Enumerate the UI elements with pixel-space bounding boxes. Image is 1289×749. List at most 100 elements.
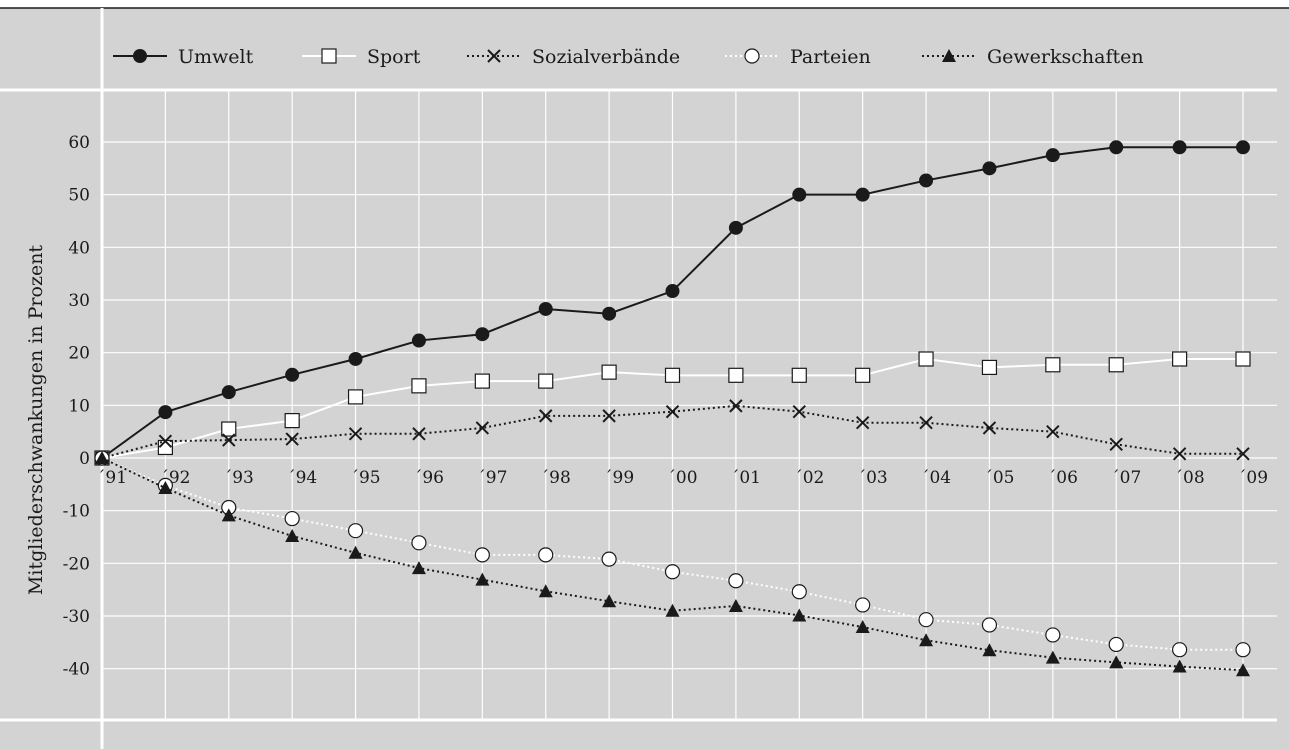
data-point-sozialverb-nde	[539, 409, 553, 423]
x-tick-label: ´99	[604, 468, 634, 488]
legend-item-sport: Sport	[302, 46, 421, 68]
data-point-gewerkschaften	[1109, 655, 1124, 669]
legend-marker-gewerkschaften	[942, 49, 956, 62]
data-point-sport	[411, 378, 427, 394]
legend: Umwelt Sport Sozialverbände Parteien Gewerks…	[113, 46, 1144, 68]
legend-marker-sozialverb-nde	[487, 49, 501, 63]
data-point-umwelt	[221, 385, 236, 400]
x-tick-label: ´91	[97, 468, 127, 488]
data-point-sport	[664, 367, 681, 383]
legend-item-gewerkschaften: Gewerkschaften	[922, 46, 1144, 68]
data-point-umwelt	[158, 405, 173, 420]
y-tick-label: -40	[63, 660, 90, 680]
data-point-parteien	[474, 547, 490, 563]
data-point-gewerkschaften	[1172, 659, 1187, 673]
y-tick-label: -20	[63, 554, 90, 574]
data-point-sozialverb-nde	[1046, 424, 1060, 439]
data-point-gewerkschaften	[1045, 650, 1060, 664]
series-gewerkschaften	[95, 451, 1250, 677]
data-point-umwelt	[982, 161, 997, 176]
legend-marker-parteien	[744, 48, 760, 64]
data-point-sozialverb-nde	[475, 421, 490, 435]
data-point-gewerkschaften	[221, 508, 236, 522]
data-point-umwelt	[728, 220, 743, 235]
data-point-parteien	[1172, 642, 1188, 658]
x-tick-label: ´08	[1175, 468, 1205, 488]
legend-label-umwelt: Umwelt	[178, 46, 254, 68]
data-point-umwelt	[1236, 140, 1250, 155]
y-tick-label: -30	[63, 607, 90, 627]
data-point-umwelt	[538, 301, 553, 316]
data-point-umwelt	[919, 173, 934, 188]
data-point-parteien	[538, 547, 554, 563]
data-point-gewerkschaften	[158, 481, 173, 495]
data-point-sozialverb-nde	[855, 416, 870, 430]
data-point-umwelt	[1172, 140, 1187, 155]
x-tick-label: ´03	[858, 468, 888, 488]
data-point-sport	[1108, 357, 1124, 373]
data-point-sozialverb-nde	[729, 399, 743, 413]
data-point-sport	[791, 367, 807, 383]
data-point-sozialverb-nde	[222, 433, 236, 447]
cross-stroke	[1046, 424, 1060, 439]
cross-stroke	[539, 409, 553, 423]
data-point-parteien	[1045, 627, 1061, 643]
data-point-gewerkschaften	[665, 603, 680, 617]
data-point-sozialverb-nde	[1172, 447, 1187, 461]
data-point-sozialverb-nde	[602, 409, 616, 423]
x-tick-label: ´92	[160, 468, 190, 488]
data-point-sozialverb-nde	[919, 416, 933, 430]
cross-stroke	[919, 416, 933, 430]
data-point-sport	[1045, 357, 1061, 373]
data-point-umwelt	[348, 351, 363, 366]
data-point-parteien	[347, 523, 364, 539]
data-point-gewerkschaften	[1236, 663, 1250, 677]
data-point-parteien	[1108, 636, 1124, 653]
data-point-sport	[1235, 351, 1251, 367]
y-tick-label: -10	[63, 502, 90, 522]
cross-stroke	[158, 434, 173, 448]
data-point-sport	[1172, 351, 1188, 367]
x-tick-label: ´96	[414, 468, 444, 488]
data-point-parteien	[1235, 642, 1251, 658]
data-point-gewerkschaften	[285, 528, 300, 542]
data-point-sport	[538, 373, 554, 389]
y-tick-label: 20	[68, 344, 90, 364]
data-point-parteien	[411, 535, 427, 551]
x-tick-label: ´93	[224, 468, 254, 488]
data-point-parteien	[601, 551, 617, 567]
data-point-gewerkschaften	[475, 572, 490, 586]
axis-labels: 60 50 40 30 20 10 0 -10 -20 -30 -40 ´91 ´92 ´93 ´94 ´95…	[63, 133, 1268, 680]
cross-stroke	[487, 49, 501, 63]
x-tick-label: ´94	[287, 468, 317, 488]
legend-item-umwelt: Umwelt	[113, 46, 254, 68]
data-point-parteien	[918, 612, 934, 628]
legend-item-sozialverb-nde: Sozialverbände	[467, 46, 680, 68]
y-axis-title: Mitgliederschwankungen in Prozent	[25, 245, 47, 595]
data-point-sport	[284, 413, 300, 429]
x-tick-label: ´95	[350, 468, 380, 488]
x-tick-label: ´02	[794, 468, 824, 488]
cross-stroke	[729, 399, 743, 413]
x-tick-label: ´06	[1048, 468, 1078, 488]
cross-stroke	[1236, 447, 1250, 461]
data-point-umwelt	[1109, 140, 1124, 155]
data-point-umwelt	[1045, 148, 1060, 163]
data-point-sozialverb-nde	[348, 427, 363, 441]
y-tick-label: 50	[68, 186, 90, 206]
data-point-gewerkschaften	[95, 451, 109, 464]
data-point-parteien	[855, 597, 871, 613]
data-point-umwelt	[855, 187, 870, 202]
cross-stroke	[412, 427, 426, 441]
data-point-sport	[474, 373, 490, 389]
cross-stroke	[602, 409, 616, 423]
cross-stroke	[665, 404, 680, 419]
legend-label-sport: Sport	[367, 46, 421, 68]
data-point-gewerkschaften	[538, 584, 553, 598]
x-tick-label: ´04	[921, 468, 951, 488]
data-point-parteien	[284, 510, 300, 527]
x-tick-label: ´98	[541, 468, 571, 488]
data-point-gewerkschaften	[411, 561, 426, 575]
x-tick-label: ´05	[984, 468, 1014, 488]
